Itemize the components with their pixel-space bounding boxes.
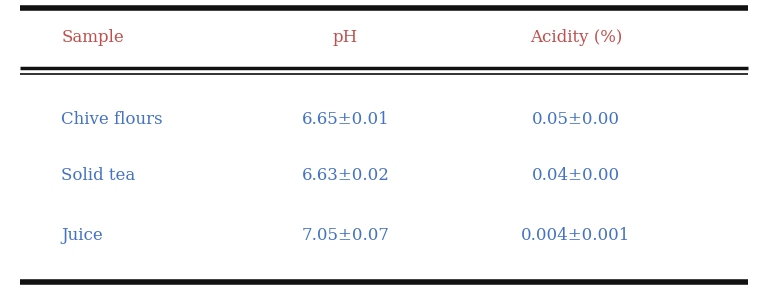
Text: Juice: Juice (61, 227, 103, 244)
Text: 0.004±0.001: 0.004±0.001 (521, 227, 631, 244)
Text: 7.05±0.07: 7.05±0.07 (302, 227, 389, 244)
Text: 0.04±0.00: 0.04±0.00 (532, 166, 620, 184)
Text: Chive flours: Chive flours (61, 112, 163, 129)
Text: 6.65±0.01: 6.65±0.01 (302, 112, 389, 129)
Text: Sample: Sample (61, 29, 124, 47)
Text: pH: pH (333, 29, 358, 47)
Text: 6.63±0.02: 6.63±0.02 (302, 166, 389, 184)
Text: Solid tea: Solid tea (61, 166, 136, 184)
Text: Acidity (%): Acidity (%) (530, 29, 622, 47)
Text: 0.05±0.00: 0.05±0.00 (532, 112, 620, 129)
